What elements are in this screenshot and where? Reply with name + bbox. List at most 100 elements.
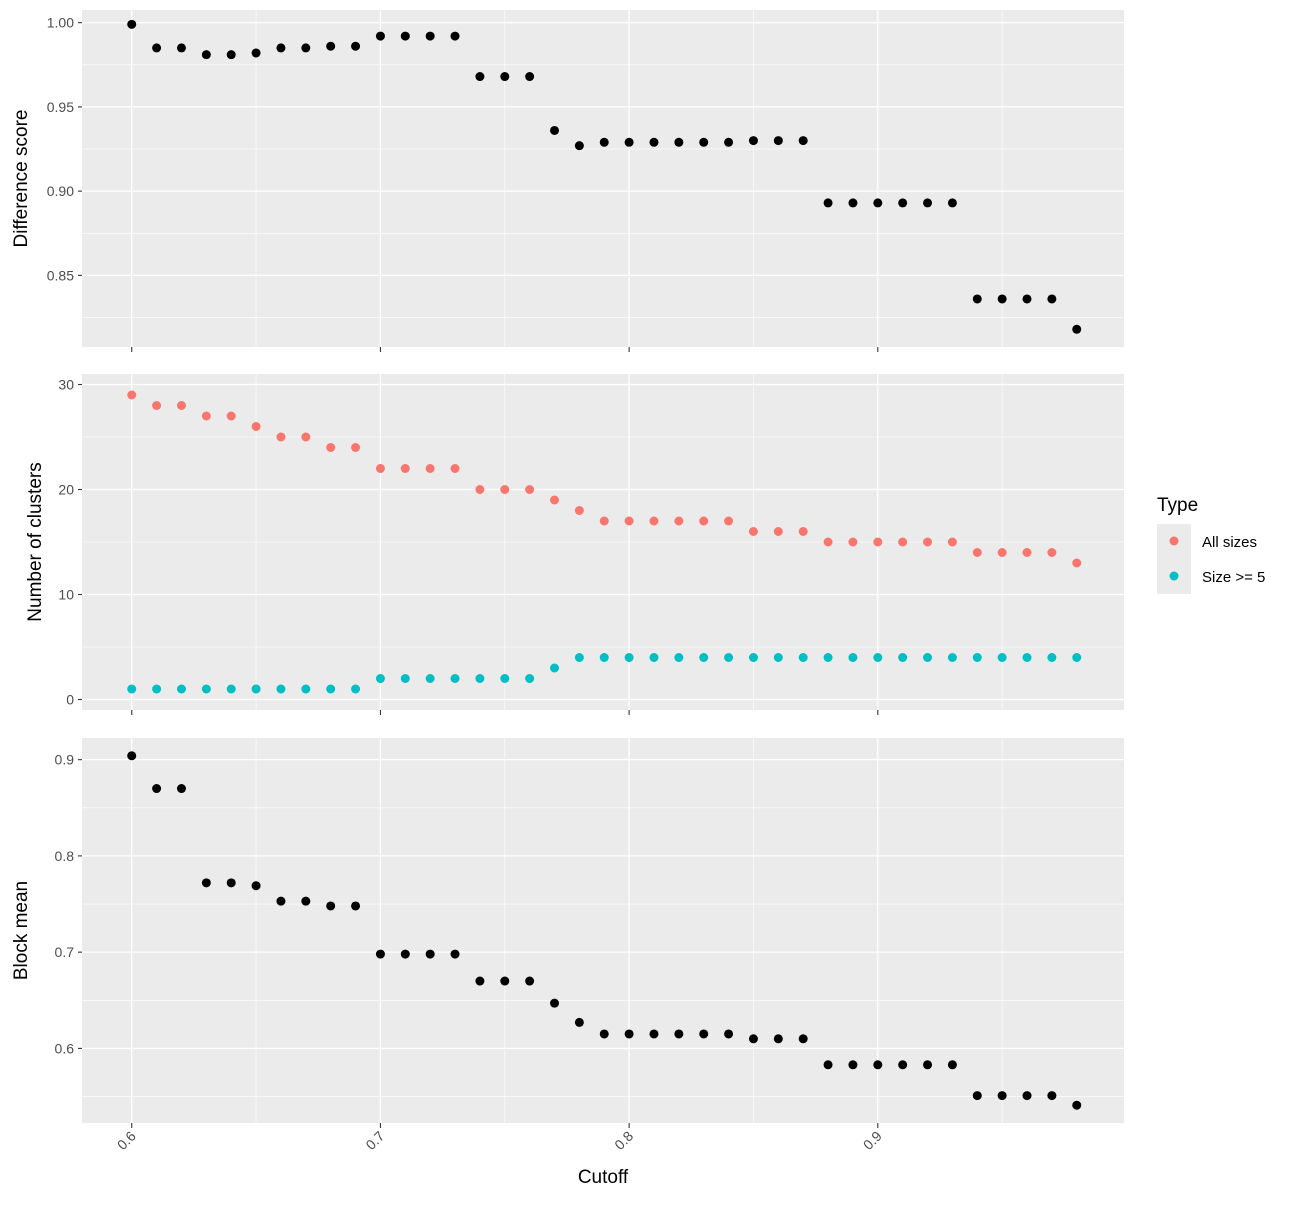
data-point bbox=[898, 1060, 908, 1070]
series-size-5 bbox=[127, 653, 1082, 694]
data-point bbox=[500, 674, 510, 683]
data-point bbox=[475, 72, 485, 82]
data-point bbox=[525, 485, 535, 494]
data-point bbox=[226, 878, 236, 888]
data-point bbox=[898, 653, 908, 662]
data-point bbox=[599, 1029, 609, 1039]
data-point bbox=[848, 198, 858, 208]
data-point bbox=[226, 411, 236, 421]
data-point bbox=[972, 294, 982, 304]
data-point bbox=[400, 464, 410, 473]
series-all-sizes bbox=[127, 390, 1082, 568]
data-point bbox=[649, 1029, 659, 1039]
data-point bbox=[972, 1091, 982, 1101]
data-point bbox=[773, 1034, 783, 1044]
data-point bbox=[525, 72, 535, 82]
data-point bbox=[351, 684, 361, 694]
data-point bbox=[500, 485, 510, 494]
data-point bbox=[550, 663, 560, 673]
data-point bbox=[425, 464, 435, 473]
data-point bbox=[276, 43, 286, 53]
data-point bbox=[724, 137, 734, 147]
data-point bbox=[923, 198, 933, 208]
data-point bbox=[176, 784, 186, 794]
data-point bbox=[201, 684, 211, 694]
legend-key-size-ge-5 bbox=[1169, 571, 1179, 581]
data-point bbox=[624, 1029, 634, 1039]
data-point bbox=[997, 548, 1007, 557]
data-point bbox=[574, 141, 584, 151]
y-axis-title: Difference score bbox=[11, 110, 32, 248]
data-point bbox=[375, 674, 385, 683]
panel-3: 0.6 0.7 0.8 0.9 Block mean bbox=[11, 738, 1124, 1128]
y-axis-title: Block mean bbox=[11, 881, 32, 980]
data-point bbox=[201, 878, 211, 888]
data-point bbox=[1072, 1100, 1082, 1110]
data-point bbox=[226, 50, 236, 60]
data-point bbox=[400, 949, 410, 959]
data-point bbox=[251, 881, 261, 891]
series-points bbox=[127, 19, 1082, 334]
data-point bbox=[475, 976, 485, 986]
panel-background bbox=[82, 10, 1124, 347]
data-point bbox=[301, 43, 311, 53]
data-point bbox=[1022, 1091, 1032, 1101]
data-point bbox=[226, 684, 236, 694]
data-point bbox=[152, 684, 162, 694]
data-point bbox=[351, 41, 361, 51]
data-point bbox=[550, 998, 560, 1008]
legend: Type All sizes Size >= 5 bbox=[1157, 495, 1265, 594]
data-point bbox=[1072, 324, 1082, 334]
y-tick-label: 30 bbox=[58, 377, 74, 393]
data-point bbox=[947, 653, 957, 662]
data-point bbox=[599, 137, 609, 147]
data-point bbox=[1047, 653, 1057, 662]
data-point bbox=[475, 674, 485, 683]
data-point bbox=[1047, 1091, 1057, 1101]
data-point bbox=[550, 125, 560, 135]
data-point bbox=[400, 674, 410, 683]
data-point bbox=[947, 537, 957, 547]
data-point bbox=[848, 1060, 858, 1070]
data-point bbox=[773, 136, 783, 146]
y-tick-label: 0.85 bbox=[47, 267, 74, 283]
data-point bbox=[176, 401, 186, 410]
data-point bbox=[1022, 548, 1032, 557]
y-tick-label: 20 bbox=[58, 482, 74, 498]
data-point bbox=[823, 1060, 833, 1070]
data-point bbox=[550, 495, 560, 505]
y-axis-title: Number of clusters bbox=[25, 462, 46, 621]
data-point bbox=[152, 784, 162, 794]
data-point bbox=[301, 684, 311, 694]
panel-2: 0 10 20 30 Number of clusters bbox=[25, 374, 1124, 715]
x-tick-label: 0.6 bbox=[114, 1128, 139, 1153]
data-point bbox=[276, 432, 286, 442]
data-point bbox=[450, 31, 460, 41]
data-point bbox=[1022, 653, 1032, 662]
data-point bbox=[351, 443, 361, 452]
data-point bbox=[724, 1029, 734, 1039]
data-point bbox=[351, 901, 361, 911]
data-point bbox=[873, 653, 883, 662]
y-tick-label: 0 bbox=[66, 692, 74, 708]
data-point bbox=[748, 527, 758, 536]
data-point bbox=[500, 976, 510, 986]
data-point bbox=[375, 464, 385, 473]
data-point bbox=[251, 684, 261, 694]
data-point bbox=[450, 674, 460, 683]
data-point bbox=[127, 684, 137, 694]
data-point bbox=[873, 1060, 883, 1070]
data-point bbox=[748, 1034, 758, 1044]
y-tick-label: 0.90 bbox=[47, 183, 74, 199]
legend-key-all-sizes bbox=[1169, 536, 1179, 546]
y-tick-label: 10 bbox=[58, 587, 74, 603]
data-point bbox=[152, 401, 162, 410]
data-point bbox=[997, 1091, 1007, 1101]
data-point bbox=[923, 1060, 933, 1070]
data-point bbox=[375, 31, 385, 41]
data-point bbox=[649, 653, 659, 662]
data-point bbox=[599, 516, 609, 526]
data-point bbox=[176, 684, 186, 694]
data-point bbox=[823, 537, 833, 547]
data-point bbox=[798, 136, 808, 146]
